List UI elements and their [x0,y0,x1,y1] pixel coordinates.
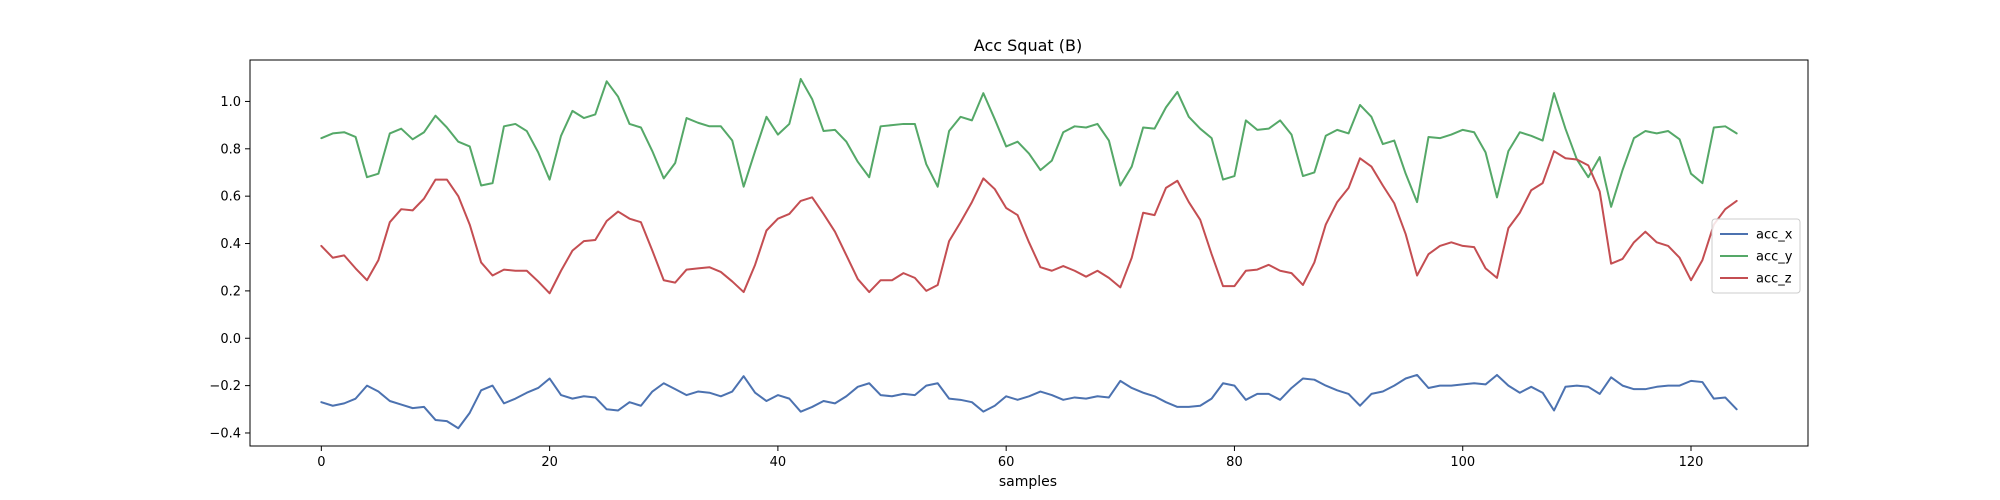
x-axis-label: samples [999,474,1057,490]
series-line-acc-x [320,373,1738,430]
legend-label-acc-y: acc_y [1756,250,1793,265]
x-tick-label: 100 [1450,455,1475,470]
x-tick-label: 0 [317,455,325,470]
y-tick-label: 0.8 [220,142,241,157]
y-tick-label: 0.0 [220,332,241,347]
chart-title: Acc Squat (B) [974,36,1082,55]
x-tick-label: 20 [541,455,558,470]
y-tick-label: −0.4 [209,426,241,441]
x-tick-label: 80 [1226,455,1243,470]
y-tick-label: 0.6 [220,190,241,205]
x-axis: 0 20 40 60 80 100 120 [317,446,1703,470]
x-tick-label: 60 [998,455,1015,470]
y-tick-label: −0.2 [209,379,241,394]
y-tick-label: 1.0 [220,95,241,110]
x-tick-label: 120 [1679,455,1704,470]
y-tick-label: 0.2 [220,284,241,299]
series-line-acc-y [320,77,1738,208]
y-axis: −0.4 −0.2 0.0 0.2 0.4 0.6 0.8 1.0 [209,95,250,441]
series-line-acc-z [320,150,1738,295]
y-tick-label: 0.4 [220,237,241,252]
legend-box [1711,218,1801,294]
x-tick-label: 40 [770,455,787,470]
series-lines [320,77,1738,430]
legend-label-acc-x: acc_x [1756,228,1793,243]
legend: acc_x acc_y acc_z [1711,218,1801,294]
legend-label-acc-z: acc_z [1756,272,1792,287]
plot-frame [249,59,1809,447]
